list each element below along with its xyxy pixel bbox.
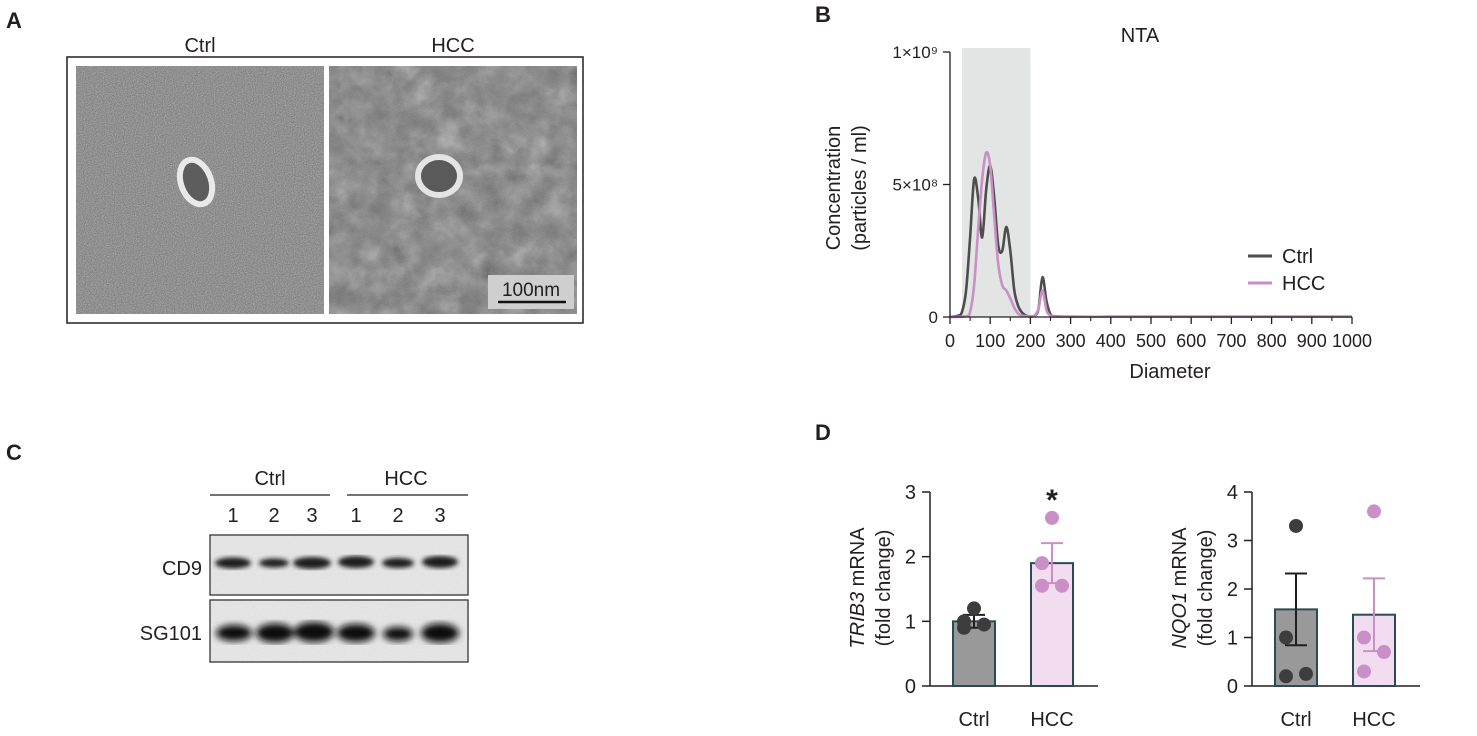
western-blot: Ctrl HCC 1 2 3 1 2 3 CD9 TSG101 <box>140 468 469 663</box>
nta-ytick-label: 5×10⁸ <box>893 176 938 195</box>
lane-label: 2 <box>268 505 279 527</box>
blot-label-cd9: CD9 <box>162 558 202 580</box>
nqo1-ytick-label: 4 <box>1227 482 1238 504</box>
trib3-point-hcc <box>1035 578 1049 593</box>
nta-xtick-label: 200 <box>1015 331 1045 351</box>
nqo1-ylabel-gene: NQO1 <box>1169 592 1191 649</box>
panel-letter-c: C <box>6 440 22 465</box>
blot-membrane-cd9 <box>209 534 469 596</box>
nta-chart: NTA 0 5×10⁸ 1×10⁹ 0 100 200 300 400 500 600 700 80… <box>823 25 1372 383</box>
nta-xtick-label: 400 <box>1096 331 1126 351</box>
trib3-ylabel-suffix: mRNA <box>847 527 869 592</box>
nqo1-point-ctrl <box>1299 666 1313 681</box>
nqo1-ytick-label: 2 <box>1227 579 1238 601</box>
lane-label: 1 <box>350 505 361 527</box>
panel-letter-a: A <box>6 8 22 33</box>
trib3-ylabel-line2: (fold change) <box>873 530 895 647</box>
nqo1-ylabel: NQO1 mRNA <box>1169 527 1191 649</box>
lane-label: 2 <box>392 505 403 527</box>
nta-ylabel-line2: (particles / ml) <box>849 125 871 251</box>
tem-label-hcc: HCC <box>431 35 474 57</box>
trib3-chart: 0 1 2 3 Ctrl HCC * TRIB3 mRNA (fold change) <box>847 482 1098 731</box>
lane-label: 1 <box>227 505 238 527</box>
trib3-ytick-label: 1 <box>905 611 916 633</box>
nqo1-point-ctrl <box>1279 669 1293 684</box>
trib3-significance-star: * <box>1046 484 1058 517</box>
nqo1-point-ctrl <box>1289 518 1303 533</box>
nqo1-point-ctrl <box>1279 630 1293 645</box>
nta-legend: Ctrl HCC <box>1248 246 1325 295</box>
trib3-ylabel: TRIB3 mRNA <box>847 527 869 649</box>
tem-image-ctrl <box>76 66 324 314</box>
blot-group-ctrl: Ctrl <box>254 468 285 490</box>
nta-xtick-label: 300 <box>1056 331 1086 351</box>
nqo1-ylabel-line2: (fold change) <box>1195 530 1217 647</box>
nqo1-chart: 0 1 2 3 4 Ctrl HCC NQO1 mRNA (fold change) <box>1169 482 1420 731</box>
nqo1-ytick-label: 1 <box>1227 628 1238 650</box>
nta-ylabel-line1: Concentration <box>823 126 845 251</box>
nta-xtick-label: 600 <box>1176 331 1206 351</box>
nta-xtick-label: 900 <box>1297 331 1327 351</box>
trib3-ylabel-gene: TRIB3 <box>847 592 869 649</box>
trib3-ytick-label: 2 <box>905 547 916 569</box>
blot-label-tsg101: TSG101 <box>140 623 202 645</box>
nta-ytick-label: 1×10⁹ <box>892 43 938 62</box>
scale-bar-label: 100nm <box>502 280 560 301</box>
nqo1-category-label: HCC <box>1352 709 1395 731</box>
tem-label-ctrl: Ctrl <box>184 35 215 57</box>
nqo1-category-label: Ctrl <box>1280 709 1311 731</box>
panel-letter-b: B <box>815 2 831 27</box>
lane-label: 3 <box>434 505 445 527</box>
trib3-point-hcc <box>1045 510 1059 525</box>
nta-xtick-label: 1000 <box>1332 331 1372 351</box>
trib3-ytick-label: 3 <box>905 482 916 504</box>
nqo1-point-hcc <box>1357 664 1371 679</box>
nta-xtick-label: 0 <box>945 331 955 351</box>
nta-title: NTA <box>1121 25 1160 47</box>
tem-image-hcc <box>329 66 577 314</box>
nta-xtick-label: 500 <box>1136 331 1166 351</box>
trib3-point-hcc <box>1055 578 1069 593</box>
nta-xtick-label: 700 <box>1216 331 1246 351</box>
nqo1-ytick-label: 3 <box>1227 531 1238 553</box>
nqo1-point-hcc <box>1377 645 1391 660</box>
trib3-category-label: HCC <box>1030 709 1073 731</box>
trib3-point-ctrl <box>957 620 971 635</box>
trib3-category-label: Ctrl <box>958 709 989 731</box>
trib3-point-ctrl <box>977 617 991 632</box>
nqo1-point-hcc <box>1367 504 1381 519</box>
nqo1-point-hcc <box>1357 630 1371 645</box>
nta-xlabel: Diameter <box>1129 361 1210 383</box>
nqo1-ytick-label: 0 <box>1227 676 1238 698</box>
nta-shaded-region <box>962 48 1031 317</box>
trib3-ytick-label: 0 <box>905 676 916 698</box>
trib3-point-hcc <box>1035 556 1049 571</box>
nqo1-ylabel-suffix: mRNA <box>1169 527 1191 592</box>
legend-label-hcc: HCC <box>1282 273 1325 295</box>
trib3-point-ctrl <box>967 601 981 616</box>
blot-membrane-tsg101 <box>209 599 469 663</box>
nta-xtick-label: 800 <box>1257 331 1287 351</box>
panel-letter-d: D <box>815 420 831 445</box>
nta-xtick-label: 100 <box>975 331 1005 351</box>
blot-group-hcc: HCC <box>384 468 427 490</box>
legend-label-ctrl: Ctrl <box>1282 246 1313 268</box>
lane-label: 3 <box>306 505 317 527</box>
nta-ytick-label: 0 <box>929 308 938 327</box>
tem-figure: Ctrl HCC 100nm <box>66 35 584 324</box>
